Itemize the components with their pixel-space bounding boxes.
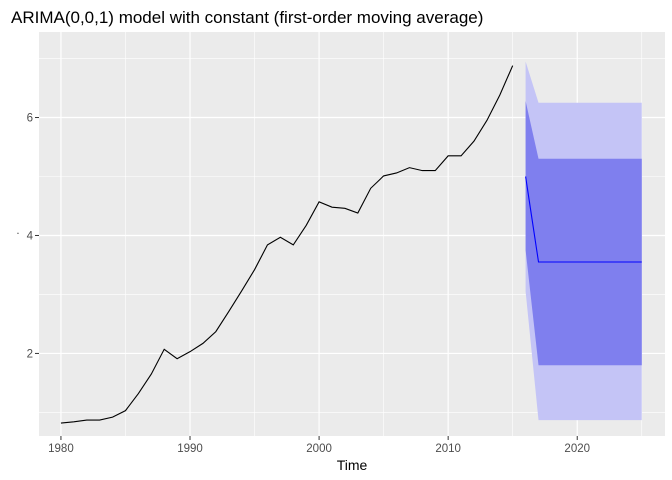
prediction-intervals [525,61,642,421]
x-tick-label: 2020 [564,443,590,455]
chart-title: ARIMA(0,0,1) model with constant (first-… [11,8,483,27]
series-lines [60,65,642,424]
forecast-mean-line [525,176,642,263]
history-line [60,65,514,424]
x-axis-title: Time [337,457,368,473]
band-80 [525,101,642,366]
x-tick-label: 1990 [177,443,203,455]
axis-ticks: 1980 1990 2000 2010 2020 2 4 6 [27,113,590,455]
x-tick-label: 2000 [306,443,332,455]
y-axis-title: . [16,225,19,237]
x-tick-label: 1980 [48,443,74,455]
y-tick-label: 4 [27,230,34,242]
y-tick-label: 2 [27,348,33,360]
x-tick-label: 2010 [435,443,461,455]
y-tick-label: 6 [27,113,33,125]
